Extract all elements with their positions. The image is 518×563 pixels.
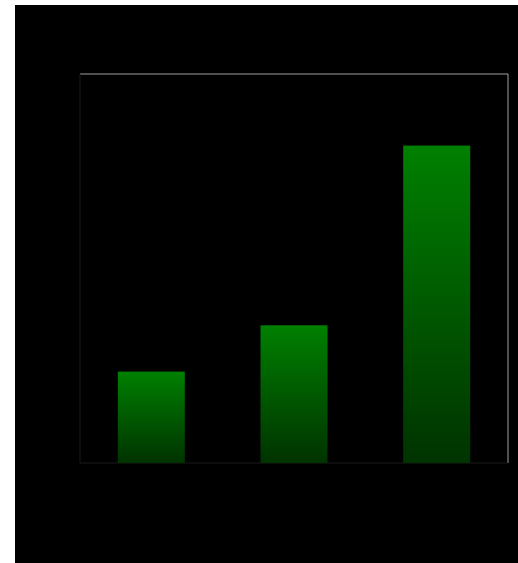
bar-3 xyxy=(403,145,471,463)
bar-2 xyxy=(260,325,328,463)
bars xyxy=(117,145,471,463)
bar-1 xyxy=(117,371,185,463)
bar-chart xyxy=(79,73,509,464)
chart-canvas xyxy=(15,5,518,563)
